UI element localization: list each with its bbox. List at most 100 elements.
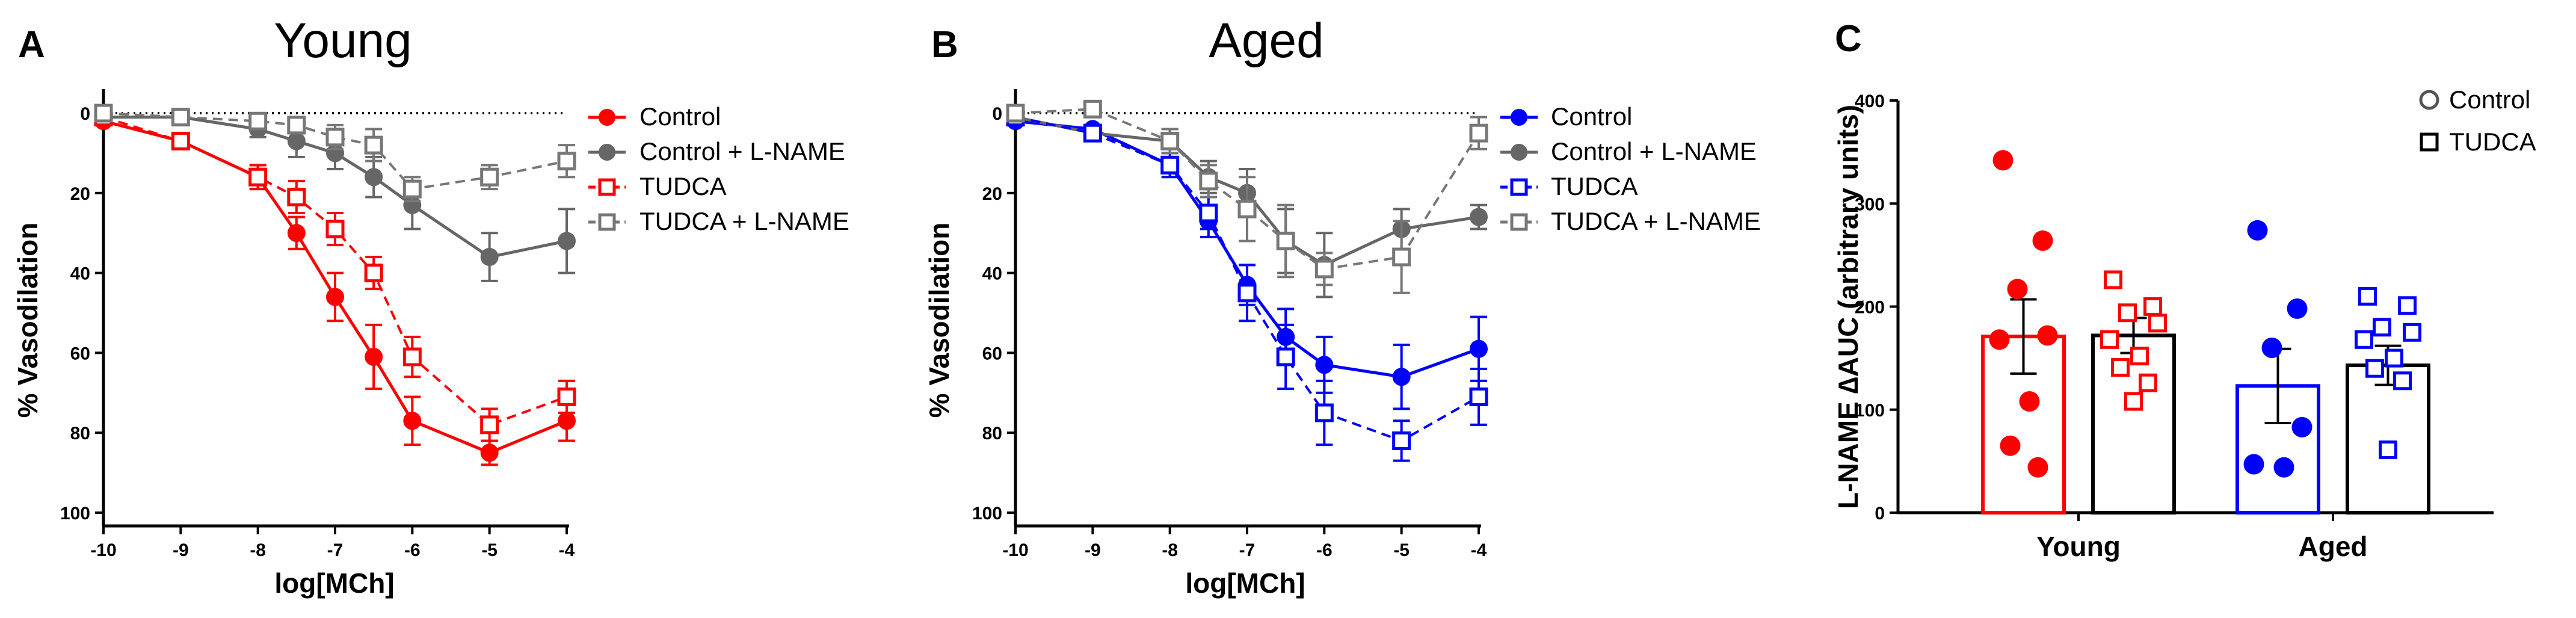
- data-point: [2393, 371, 2412, 391]
- y-tick-label: 0: [992, 104, 1002, 124]
- data-point: [2139, 373, 2157, 392]
- data-point: [2148, 314, 2167, 333]
- data-point: [2398, 296, 2417, 315]
- bar-group-aged-tudca: [2346, 286, 2430, 514]
- data-point: [480, 248, 499, 267]
- data-point: [1315, 356, 1334, 374]
- data-point: [325, 128, 345, 147]
- x-category-label: Aged: [2299, 531, 2368, 562]
- data-point: [2373, 318, 2391, 337]
- data-point: [2104, 270, 2122, 289]
- data-point: [171, 108, 190, 127]
- y-tick-label: 40: [982, 264, 1002, 284]
- y-tick-label: 20: [982, 184, 1002, 204]
- panel-b-letter: B: [931, 24, 958, 66]
- data-point: [2379, 440, 2397, 460]
- x-tick-label: -7: [1239, 540, 1256, 560]
- panel-a-axes: [95, 89, 569, 534]
- panel-b-legend: Control Control + L-NAME TUDCA TUDCA + L…: [1500, 102, 1761, 235]
- x-tick-label: -7: [327, 540, 344, 560]
- legend-marker: [598, 178, 616, 196]
- data-point: [1083, 99, 1102, 119]
- data-point: [2124, 392, 2143, 411]
- data-point: [248, 167, 268, 187]
- panel-b-legend-control-lname: Control + L-NAME: [1551, 137, 1757, 165]
- y-tick-label: 300: [1855, 194, 1885, 214]
- data-point: [1469, 387, 1488, 406]
- data-point: [402, 179, 422, 199]
- panel-c-bar-chart: C 0 100 200 300 400 Young Aged L-NAME ∆AUC (ar…: [1832, 18, 2536, 562]
- series-line: [1015, 108, 1480, 271]
- x-tick-label: -10: [90, 540, 116, 560]
- legend-marker-open-circle: [2419, 90, 2439, 110]
- panel-a-letter: A: [18, 24, 45, 66]
- data-point: [1392, 368, 1411, 386]
- data-point: [325, 220, 345, 239]
- data-point: [248, 111, 268, 131]
- data-point: [2291, 416, 2313, 437]
- data-point: [94, 104, 113, 123]
- data-point: [2247, 220, 2268, 241]
- data-point: [2000, 435, 2021, 456]
- x-tick-label: -4: [559, 540, 575, 560]
- panel-a-title: Young: [274, 13, 412, 68]
- data-point: [365, 348, 383, 366]
- panel-c-legend: Control TUDCA: [2419, 85, 2536, 156]
- data-point: [2019, 391, 2040, 412]
- x-tick-label: -4: [1471, 540, 1487, 560]
- data-point: [402, 347, 422, 366]
- data-point: [287, 116, 306, 135]
- panel-b-y-axis-title: % Vasodilation: [923, 223, 955, 418]
- panel-c-legend-control: Control: [2449, 85, 2530, 114]
- data-point: [403, 412, 422, 430]
- data-point: [1006, 104, 1025, 123]
- x-tick-label: -5: [481, 540, 498, 560]
- data-point: [1160, 131, 1180, 150]
- data-point: [2100, 330, 2119, 349]
- series-line: [103, 112, 567, 191]
- data-point: [2385, 348, 2403, 368]
- data-point: [557, 152, 576, 171]
- y-tick-label: 400: [1855, 91, 1885, 111]
- panel-a-legend-control-lname: Control + L-NAME: [639, 137, 845, 165]
- x-tick-label: -6: [404, 540, 421, 560]
- panel-a-legend: Control Control + L-NAME TUDCA TUDCA + L…: [588, 102, 849, 235]
- data-point: [2130, 347, 2149, 366]
- data-point: [2365, 359, 2384, 378]
- bar-group-aged-control: [2236, 220, 2320, 514]
- panel-a-legend-tudca-lname: TUDCA + L-NAME: [639, 207, 849, 235]
- data-point: [480, 415, 499, 434]
- panel-a-young: A Young 0 20 40 60 80 100-10 -9 -8 -7 -6 -5 -4 log[…: [12, 13, 849, 599]
- data-point: [2358, 286, 2377, 306]
- data-point: [2273, 457, 2294, 478]
- data-point: [1392, 247, 1411, 267]
- data-point: [557, 387, 576, 406]
- data-point: [287, 187, 306, 206]
- series-line: [1015, 116, 1479, 442]
- y-tick-label: 0: [80, 104, 90, 124]
- data-point: [1237, 199, 1257, 218]
- data-point: [1992, 150, 2014, 171]
- data-point: [1276, 231, 1295, 250]
- legend-marker: [1510, 213, 1528, 231]
- y-tick-label: 100: [1855, 401, 1885, 421]
- data-point: [2143, 297, 2162, 316]
- data-point: [1314, 403, 1334, 422]
- data-point: [1276, 347, 1295, 366]
- data-point: [2111, 358, 2130, 377]
- data-point: [1469, 123, 1488, 143]
- legend-marker: [599, 109, 615, 126]
- data-point: [364, 135, 383, 155]
- y-tick-label: 100: [972, 504, 1002, 524]
- data-point: [1199, 171, 1218, 191]
- data-point: [1083, 123, 1102, 143]
- panel-a-legend-tudca: TUDCA: [639, 172, 727, 200]
- panel-c-legend-tudca: TUDCA: [2449, 128, 2536, 156]
- x-tick-label: -5: [1393, 540, 1410, 560]
- y-tick-label: 0: [1875, 504, 1885, 524]
- data-point: [1989, 329, 2010, 350]
- data-point: [326, 288, 344, 306]
- panel-b-aged: B Aged 0 20 40 60 80 100-10 -9 -8 -7 -6 -5 -4 log[M…: [923, 13, 1761, 599]
- data-point: [480, 167, 499, 187]
